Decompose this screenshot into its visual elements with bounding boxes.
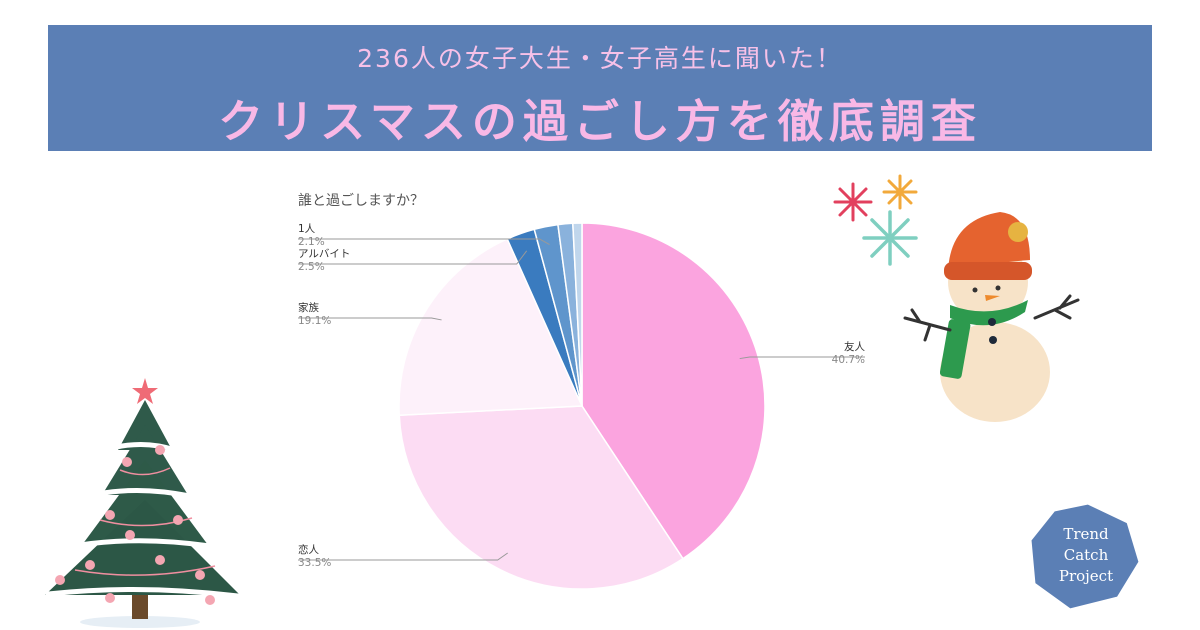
snowman-illustration [903,212,1080,422]
pie-pct-label-2: 19.1% [298,315,331,327]
pie-label-2: 家族 [298,301,319,314]
pie-leader-line-1 [298,552,508,561]
badge-line1: Trend [1063,525,1109,543]
chart-title: 誰と過ごしますか？ [298,193,424,209]
pie-slice-2 [398,237,584,416]
trend-catch-badge: Trend Catch Project [1028,501,1142,612]
pie-pct-label-1: 33.5% [298,557,331,569]
banner-subtitle: 236人の女子大生・女子高生に聞いた！ [357,44,843,73]
badge-line3: Project [1059,567,1113,585]
pie-pct-label-0: 40.7% [832,354,865,366]
christmas-tree-illustration [45,378,241,628]
snowflakes-illustration [833,174,918,266]
pie-pct-label-4: 2.1% [298,236,325,248]
pie-pct-label-3: 2.5% [298,261,325,273]
pie-label-3: アルバイト [298,248,350,260]
pie-leader-line-0 [739,356,865,360]
pie-leader-line-2 [298,317,442,321]
pie-leader-line-4 [298,238,550,245]
pie-leader-line-3 [298,250,528,265]
pie-slice-6 [572,222,583,407]
pie-label-4: 1人 [298,223,316,235]
pie-slice-1 [398,405,684,590]
pie-label-1: 恋人 [298,543,319,556]
badge-line2: Catch [1064,546,1109,564]
header-banner: 236人の女子大生・女子高生に聞いた！ クリスマスの過ごし方を徹底調査 [48,25,1152,151]
banner-title: クリスマスの過ごし方を徹底調査 [218,95,982,148]
pie-slices [398,222,766,590]
pie-label-0: 友人 [844,340,865,353]
